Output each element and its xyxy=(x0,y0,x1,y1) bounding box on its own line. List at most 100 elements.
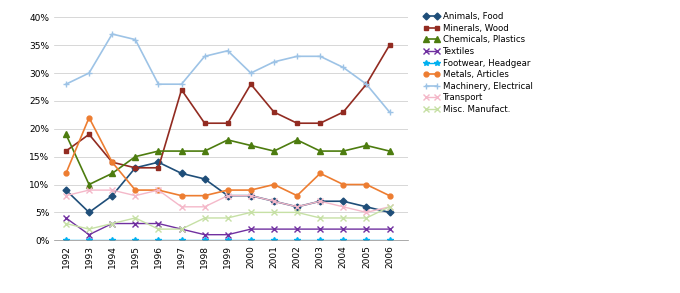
Line: Misc. Manufact.: Misc. Manufact. xyxy=(63,204,392,232)
Transport xyxy=(339,205,347,209)
Misc. Manufact. xyxy=(270,211,278,214)
Misc. Manufact. xyxy=(362,216,371,220)
Transport xyxy=(247,194,255,197)
Transport xyxy=(362,211,371,214)
Machinery, Electrical xyxy=(131,38,139,41)
Footwear, Headgear xyxy=(386,239,394,242)
Line: Metals, Articles: Metals, Articles xyxy=(63,115,392,198)
Metals, Articles xyxy=(177,194,186,197)
Metals, Articles xyxy=(62,172,70,175)
Animals, Food xyxy=(177,172,186,175)
Textiles xyxy=(247,227,255,231)
Misc. Manufact. xyxy=(131,216,139,220)
Animals, Food xyxy=(362,205,371,209)
Machinery, Electrical xyxy=(85,71,93,75)
Chemicals, Plastics xyxy=(108,172,116,175)
Textiles xyxy=(386,227,394,231)
Misc. Manufact. xyxy=(85,227,93,231)
Misc. Manufact. xyxy=(247,211,255,214)
Chemicals, Plastics xyxy=(85,183,93,186)
Chemicals, Plastics xyxy=(247,144,255,147)
Footwear, Headgear xyxy=(293,239,301,242)
Chemicals, Plastics xyxy=(293,138,301,142)
Metals, Articles xyxy=(131,188,139,192)
Metals, Articles xyxy=(247,188,255,192)
Metals, Articles xyxy=(224,188,232,192)
Chemicals, Plastics xyxy=(270,149,278,153)
Machinery, Electrical xyxy=(316,54,324,58)
Machinery, Electrical xyxy=(293,54,301,58)
Chemicals, Plastics xyxy=(386,149,394,153)
Chemicals, Plastics xyxy=(339,149,347,153)
Machinery, Electrical xyxy=(362,82,371,86)
Minerals, Wood xyxy=(177,88,186,91)
Animals, Food xyxy=(247,194,255,197)
Animals, Food xyxy=(224,194,232,197)
Footwear, Headgear xyxy=(316,239,324,242)
Minerals, Wood xyxy=(316,121,324,125)
Animals, Food xyxy=(339,200,347,203)
Textiles xyxy=(177,227,186,231)
Line: Chemicals, Plastics: Chemicals, Plastics xyxy=(63,132,392,187)
Machinery, Electrical xyxy=(201,54,209,58)
Chemicals, Plastics xyxy=(362,144,371,147)
Machinery, Electrical xyxy=(177,82,186,86)
Transport xyxy=(293,205,301,209)
Misc. Manufact. xyxy=(201,216,209,220)
Animals, Food xyxy=(316,200,324,203)
Textiles xyxy=(62,216,70,220)
Minerals, Wood xyxy=(247,82,255,86)
Misc. Manufact. xyxy=(293,211,301,214)
Transport xyxy=(131,194,139,197)
Minerals, Wood xyxy=(224,121,232,125)
Metals, Articles xyxy=(339,183,347,186)
Textiles xyxy=(293,227,301,231)
Minerals, Wood xyxy=(201,121,209,125)
Footwear, Headgear xyxy=(85,239,93,242)
Metals, Articles xyxy=(154,188,163,192)
Footwear, Headgear xyxy=(201,239,209,242)
Machinery, Electrical xyxy=(386,110,394,114)
Legend: Animals, Food, Minerals, Wood, Chemicals, Plastics, Textiles, Footwear, Headgear: Animals, Food, Minerals, Wood, Chemicals… xyxy=(423,11,533,115)
Misc. Manufact. xyxy=(386,205,394,209)
Footwear, Headgear xyxy=(154,239,163,242)
Misc. Manufact. xyxy=(339,216,347,220)
Animals, Food xyxy=(270,200,278,203)
Misc. Manufact. xyxy=(154,227,163,231)
Minerals, Wood xyxy=(386,43,394,47)
Minerals, Wood xyxy=(270,110,278,114)
Minerals, Wood xyxy=(339,110,347,114)
Footwear, Headgear xyxy=(362,239,371,242)
Minerals, Wood xyxy=(131,166,139,170)
Line: Machinery, Electrical: Machinery, Electrical xyxy=(63,30,393,115)
Metals, Articles xyxy=(386,194,394,197)
Textiles xyxy=(85,233,93,236)
Machinery, Electrical xyxy=(247,71,255,75)
Metals, Articles xyxy=(270,183,278,186)
Transport xyxy=(386,205,394,209)
Animals, Food xyxy=(108,194,116,197)
Line: Transport: Transport xyxy=(63,187,392,215)
Minerals, Wood xyxy=(362,82,371,86)
Line: Textiles: Textiles xyxy=(63,215,392,237)
Machinery, Electrical xyxy=(270,60,278,64)
Transport xyxy=(224,194,232,197)
Transport xyxy=(62,194,70,197)
Chemicals, Plastics xyxy=(316,149,324,153)
Footwear, Headgear xyxy=(131,239,139,242)
Machinery, Electrical xyxy=(339,66,347,69)
Chemicals, Plastics xyxy=(131,155,139,159)
Footwear, Headgear xyxy=(339,239,347,242)
Chemicals, Plastics xyxy=(177,149,186,153)
Textiles xyxy=(224,233,232,236)
Chemicals, Plastics xyxy=(201,149,209,153)
Chemicals, Plastics xyxy=(154,149,163,153)
Footwear, Headgear xyxy=(224,239,232,242)
Textiles xyxy=(108,222,116,225)
Chemicals, Plastics xyxy=(224,138,232,142)
Line: Animals, Food: Animals, Food xyxy=(63,160,392,215)
Footwear, Headgear xyxy=(62,239,70,242)
Textiles xyxy=(316,227,324,231)
Machinery, Electrical xyxy=(224,49,232,52)
Transport xyxy=(177,205,186,209)
